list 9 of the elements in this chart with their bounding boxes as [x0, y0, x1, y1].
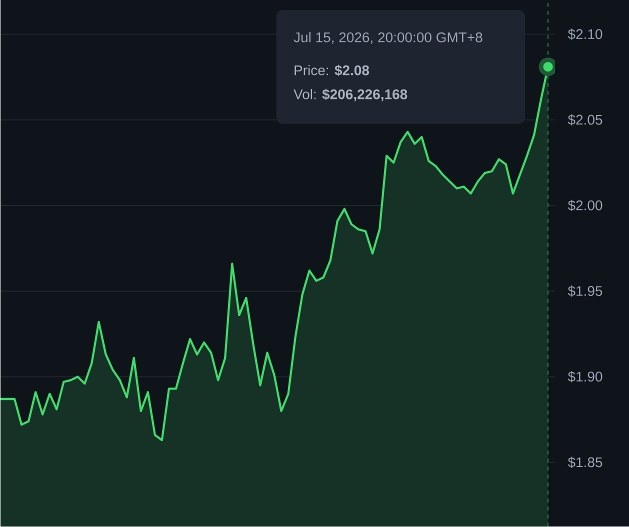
- annotation: Price: $2.08: [294, 64, 370, 76]
- annotation: Vol: $206,226,168: [294, 88, 408, 102]
- y-tick-label: $1.95: [568, 286, 602, 297]
- y-tick-label: $1.90: [568, 371, 602, 383]
- y-tick-label: $2.05: [568, 114, 602, 126]
- y-tick-label: $2.10: [568, 28, 602, 40]
- y-tick-label: $2.00: [568, 200, 602, 212]
- y-tick-label: $1.85: [568, 456, 602, 468]
- annotation: Jul 15, 2026, 20:00:00 GMT+8: [294, 32, 482, 44]
